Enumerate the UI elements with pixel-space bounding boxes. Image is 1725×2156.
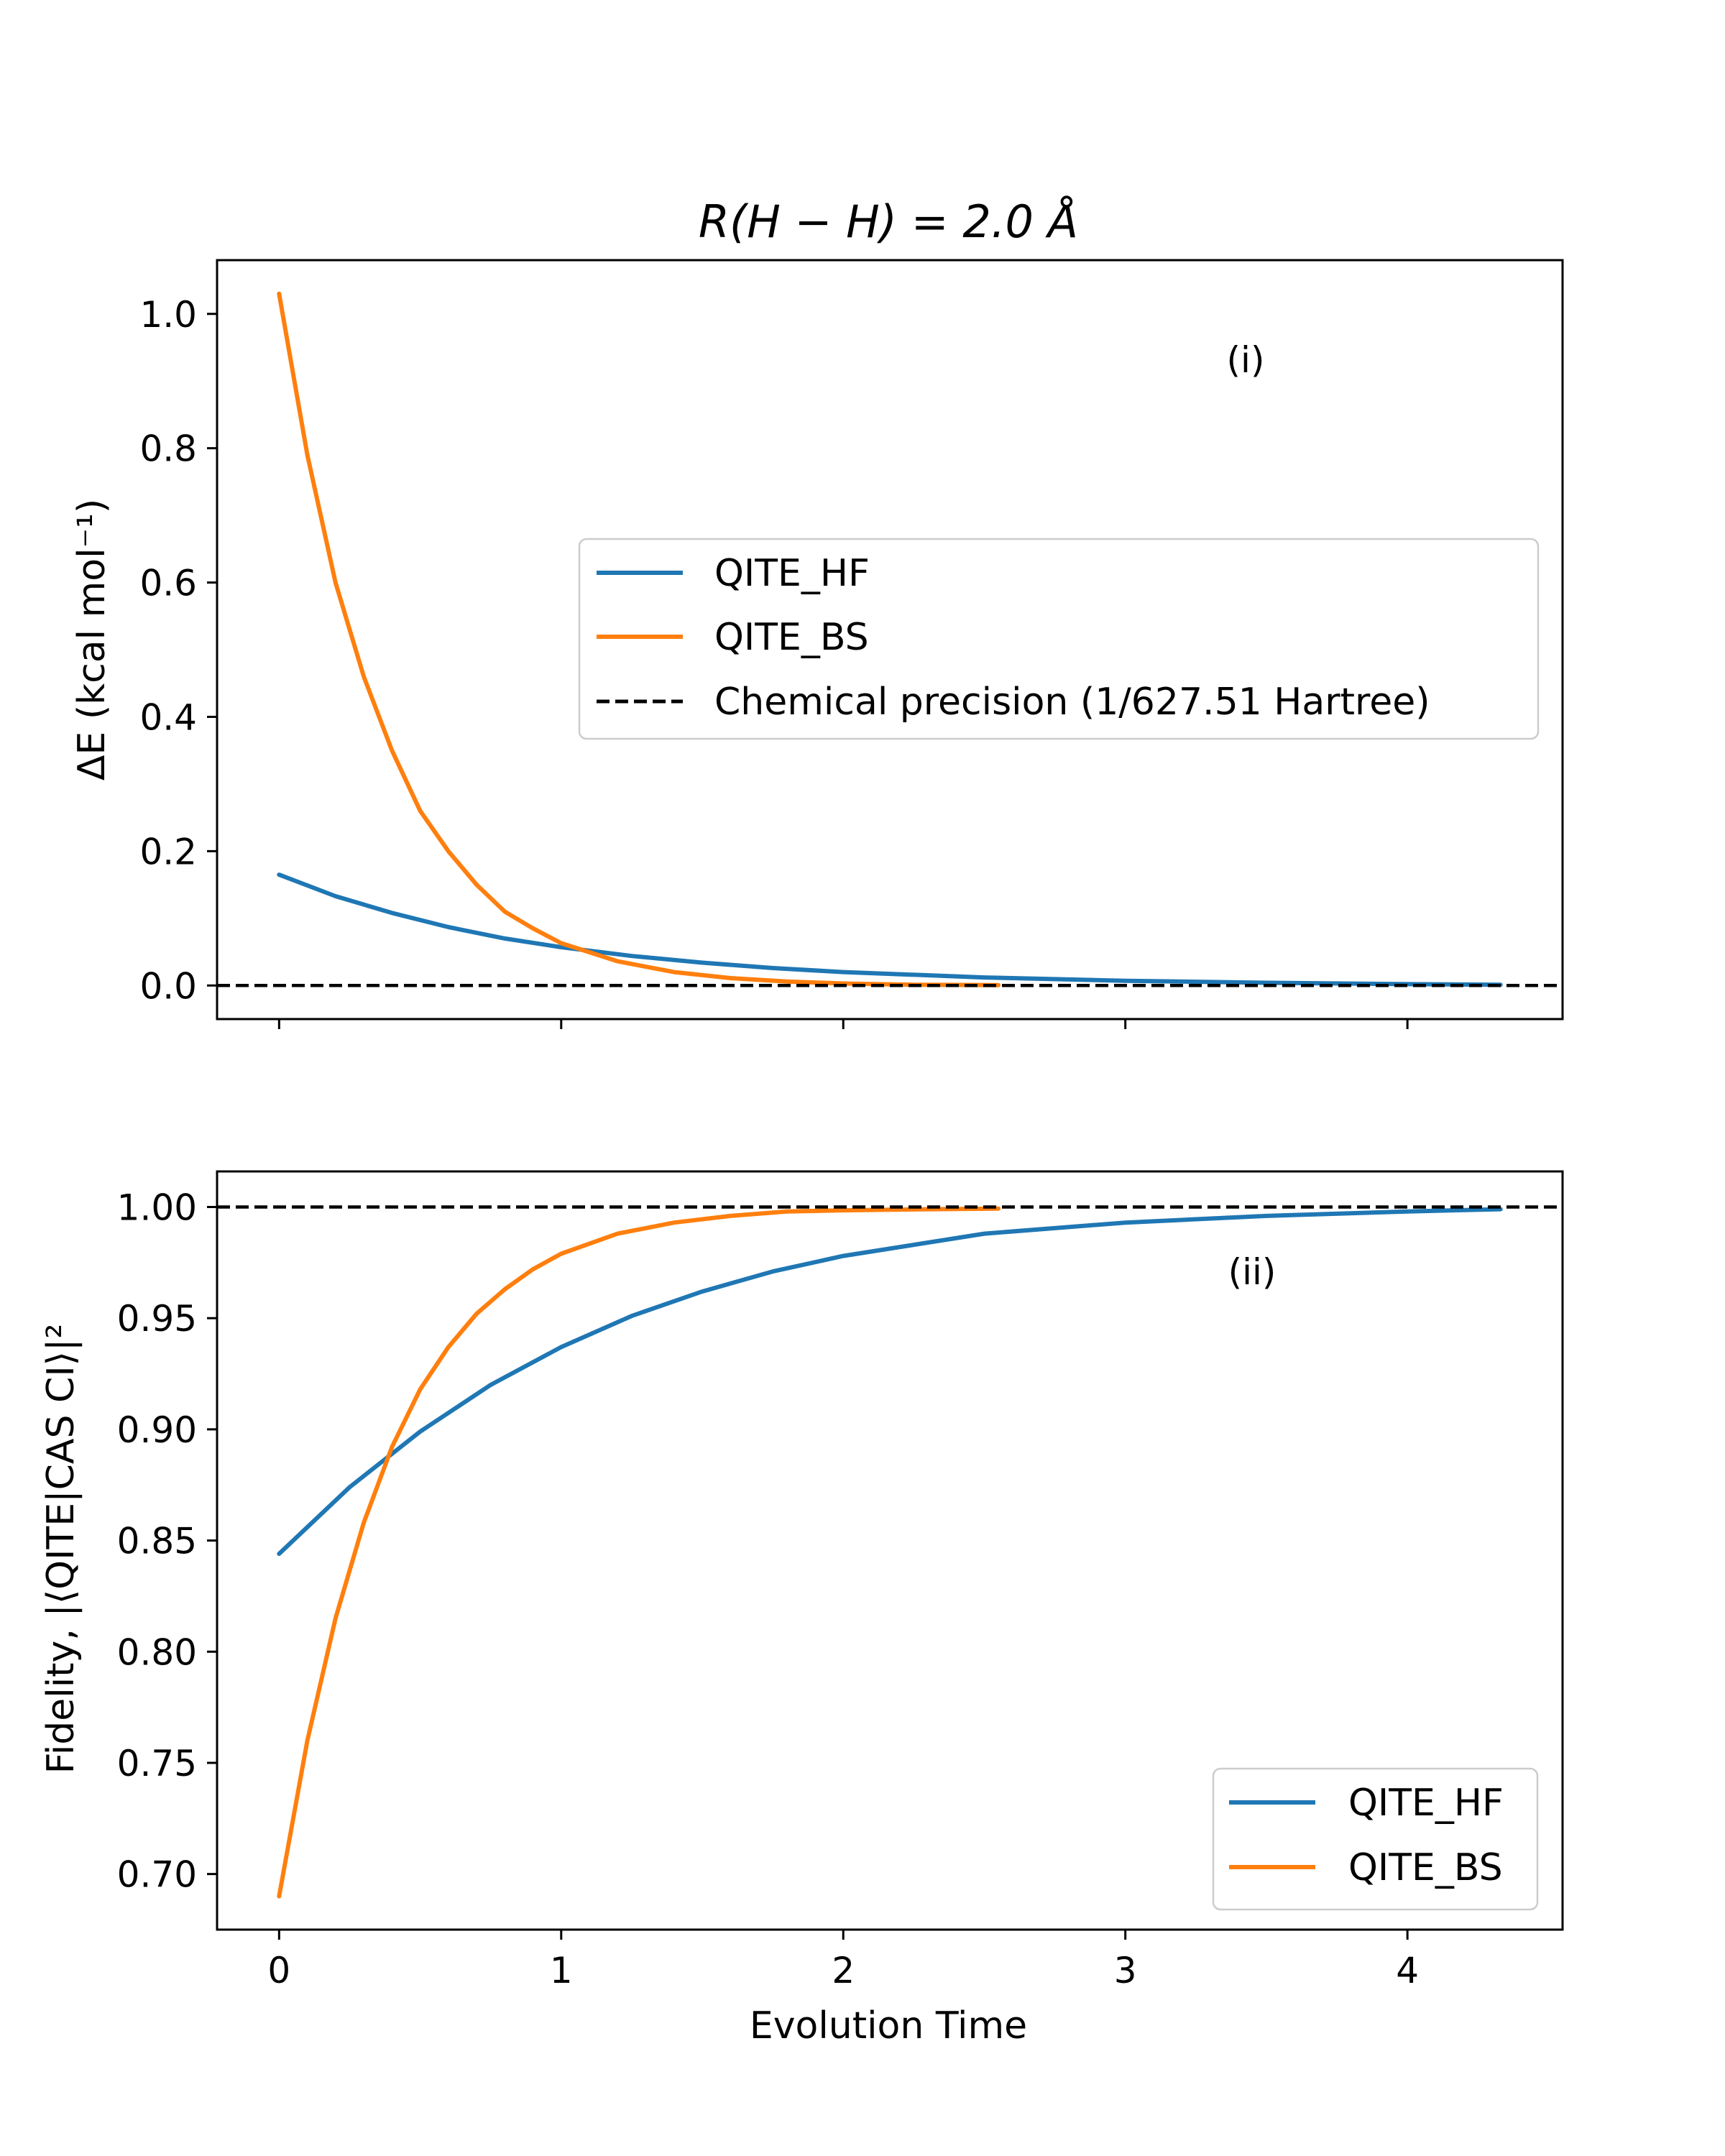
fidelity-y-tick-label: 0.70 — [117, 1854, 197, 1896]
fidelity-x-ticks: 0 1 2 3 4 — [267, 1930, 1419, 1991]
energy-legend: QITE_HF QITE_BS Chemical precision (1/62… — [578, 538, 1540, 740]
energy-series-qite-hf — [277, 872, 1503, 987]
legend-label-qite-hf-2: QITE_HF — [1348, 1782, 1504, 1825]
fidelity-y-tick-label: 1.00 — [117, 1187, 197, 1229]
energy-y-axis-label: ΔE (kcal mol⁻¹) — [70, 499, 114, 780]
fidelity-x-tick-label: 3 — [1114, 1950, 1137, 1991]
fidelity-legend: QITE_HF QITE_BS — [1212, 1767, 1539, 1911]
fidelity-series-qite-hf — [277, 1207, 1503, 1557]
legend-label-qite-hf: QITE_HF — [714, 552, 870, 595]
energy-y-tick-label: 0.8 — [139, 428, 197, 470]
fidelity-curves — [217, 1205, 1563, 1899]
fidelity-x-tick-label: 0 — [267, 1950, 290, 1991]
fidelity-panel-tag: (ii) — [1228, 1251, 1276, 1293]
fidelity-x-tick-label: 1 — [550, 1950, 573, 1991]
energy-y-tick-label: 0.4 — [139, 696, 197, 738]
energy-panel-tag: (i) — [1227, 339, 1265, 381]
fidelity-y-tick-label: 0.85 — [117, 1521, 197, 1562]
energy-panel: 0.0 0.2 0.4 0.6 0.8 1.0 (i) ΔE (kcal mol⁻¹) Q… — [70, 259, 1564, 1029]
energy-y-tick-label: 0.6 — [139, 563, 197, 604]
fidelity-y-ticks: 0.70 0.75 0.80 0.85 0.90 0.95 1.00 — [117, 1187, 217, 1896]
chart-title: R(H − H) = 2.0 Å — [699, 195, 1078, 248]
energy-series-qite-bs — [277, 291, 1001, 987]
energy-x-ticks — [277, 1019, 1409, 1029]
fidelity-y-tick-label: 0.90 — [117, 1409, 197, 1451]
energy-curves — [217, 291, 1563, 987]
legend-label-qite-bs-2: QITE_BS — [1348, 1846, 1503, 1889]
energy-y-ticks: 0.0 0.2 0.4 0.6 0.8 1.0 — [139, 294, 217, 1007]
fidelity-x-axis-label: Evolution Time — [750, 2004, 1027, 2047]
legend-label-chemical-precision: Chemical precision (1/627.51 Hartree) — [714, 681, 1430, 724]
legend-label-qite-bs: QITE_BS — [714, 616, 869, 659]
fidelity-x-tick-label: 4 — [1396, 1950, 1419, 1991]
fidelity-y-tick-label: 0.95 — [117, 1298, 197, 1340]
fidelity-plot-frame — [216, 1170, 1564, 1931]
fidelity-x-tick-label: 2 — [832, 1950, 855, 1991]
energy-y-tick-label: 0.2 — [139, 831, 197, 872]
fidelity-y-tick-label: 0.80 — [117, 1631, 197, 1673]
fidelity-y-tick-label: 0.75 — [117, 1743, 197, 1784]
energy-plot-frame — [216, 259, 1564, 1021]
energy-y-tick-label: 1.0 — [139, 294, 197, 336]
fidelity-y-axis-label: Fidelity, |⟨QITE|CAS CI⟩|² — [40, 1324, 83, 1774]
fidelity-series-qite-bs — [277, 1206, 1001, 1899]
energy-y-tick-label: 0.0 — [139, 965, 197, 1007]
energy-legend-box — [578, 538, 1540, 740]
